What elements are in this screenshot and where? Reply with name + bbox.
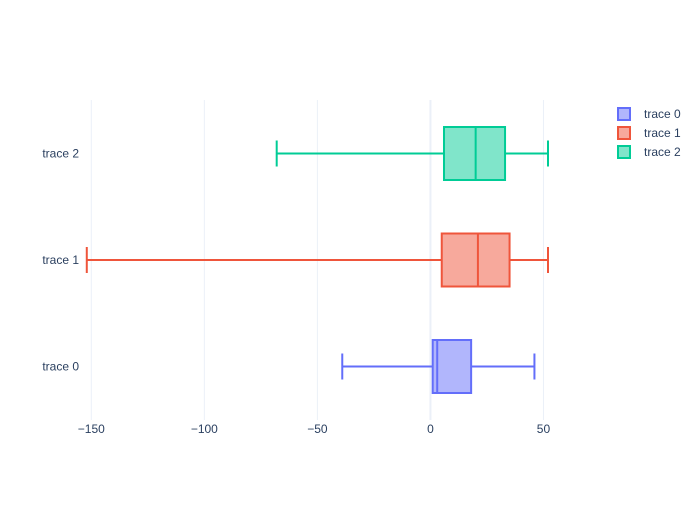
box-trace[interactable] bbox=[85, 232, 549, 288]
box-trace[interactable] bbox=[341, 339, 536, 394]
y-axis-categories: trace 0 trace 1 trace 2 bbox=[42, 147, 79, 374]
legend-swatch bbox=[617, 107, 631, 121]
box-layer bbox=[85, 126, 549, 394]
y-category-label: trace 2 bbox=[42, 147, 79, 161]
iqr-box bbox=[431, 339, 473, 394]
legend[interactable]: trace 0 trace 1 trace 2 bbox=[617, 107, 681, 159]
legend-swatch bbox=[617, 126, 631, 140]
legend-item[interactable]: trace 1 bbox=[617, 126, 681, 140]
iqr-box bbox=[440, 232, 511, 288]
legend-swatch bbox=[617, 145, 631, 159]
x-tick-label: 50 bbox=[537, 422, 551, 436]
box-trace[interactable] bbox=[275, 126, 549, 181]
legend-label: trace 1 bbox=[644, 126, 681, 140]
x-tick-label: −150 bbox=[78, 422, 105, 436]
legend-item[interactable]: trace 0 bbox=[617, 107, 681, 121]
legend-label: trace 2 bbox=[644, 145, 681, 159]
x-tick-label: 0 bbox=[427, 422, 434, 436]
y-category-label: trace 0 bbox=[42, 360, 79, 374]
legend-item[interactable]: trace 2 bbox=[617, 145, 681, 159]
x-axis-ticks: −150 −100 −50 0 50 bbox=[78, 422, 551, 436]
x-tick-label: −100 bbox=[191, 422, 218, 436]
iqr-box bbox=[443, 126, 507, 181]
y-category-label: trace 1 bbox=[42, 253, 79, 267]
x-tick-label: −50 bbox=[307, 422, 328, 436]
legend-label: trace 0 bbox=[644, 107, 681, 121]
